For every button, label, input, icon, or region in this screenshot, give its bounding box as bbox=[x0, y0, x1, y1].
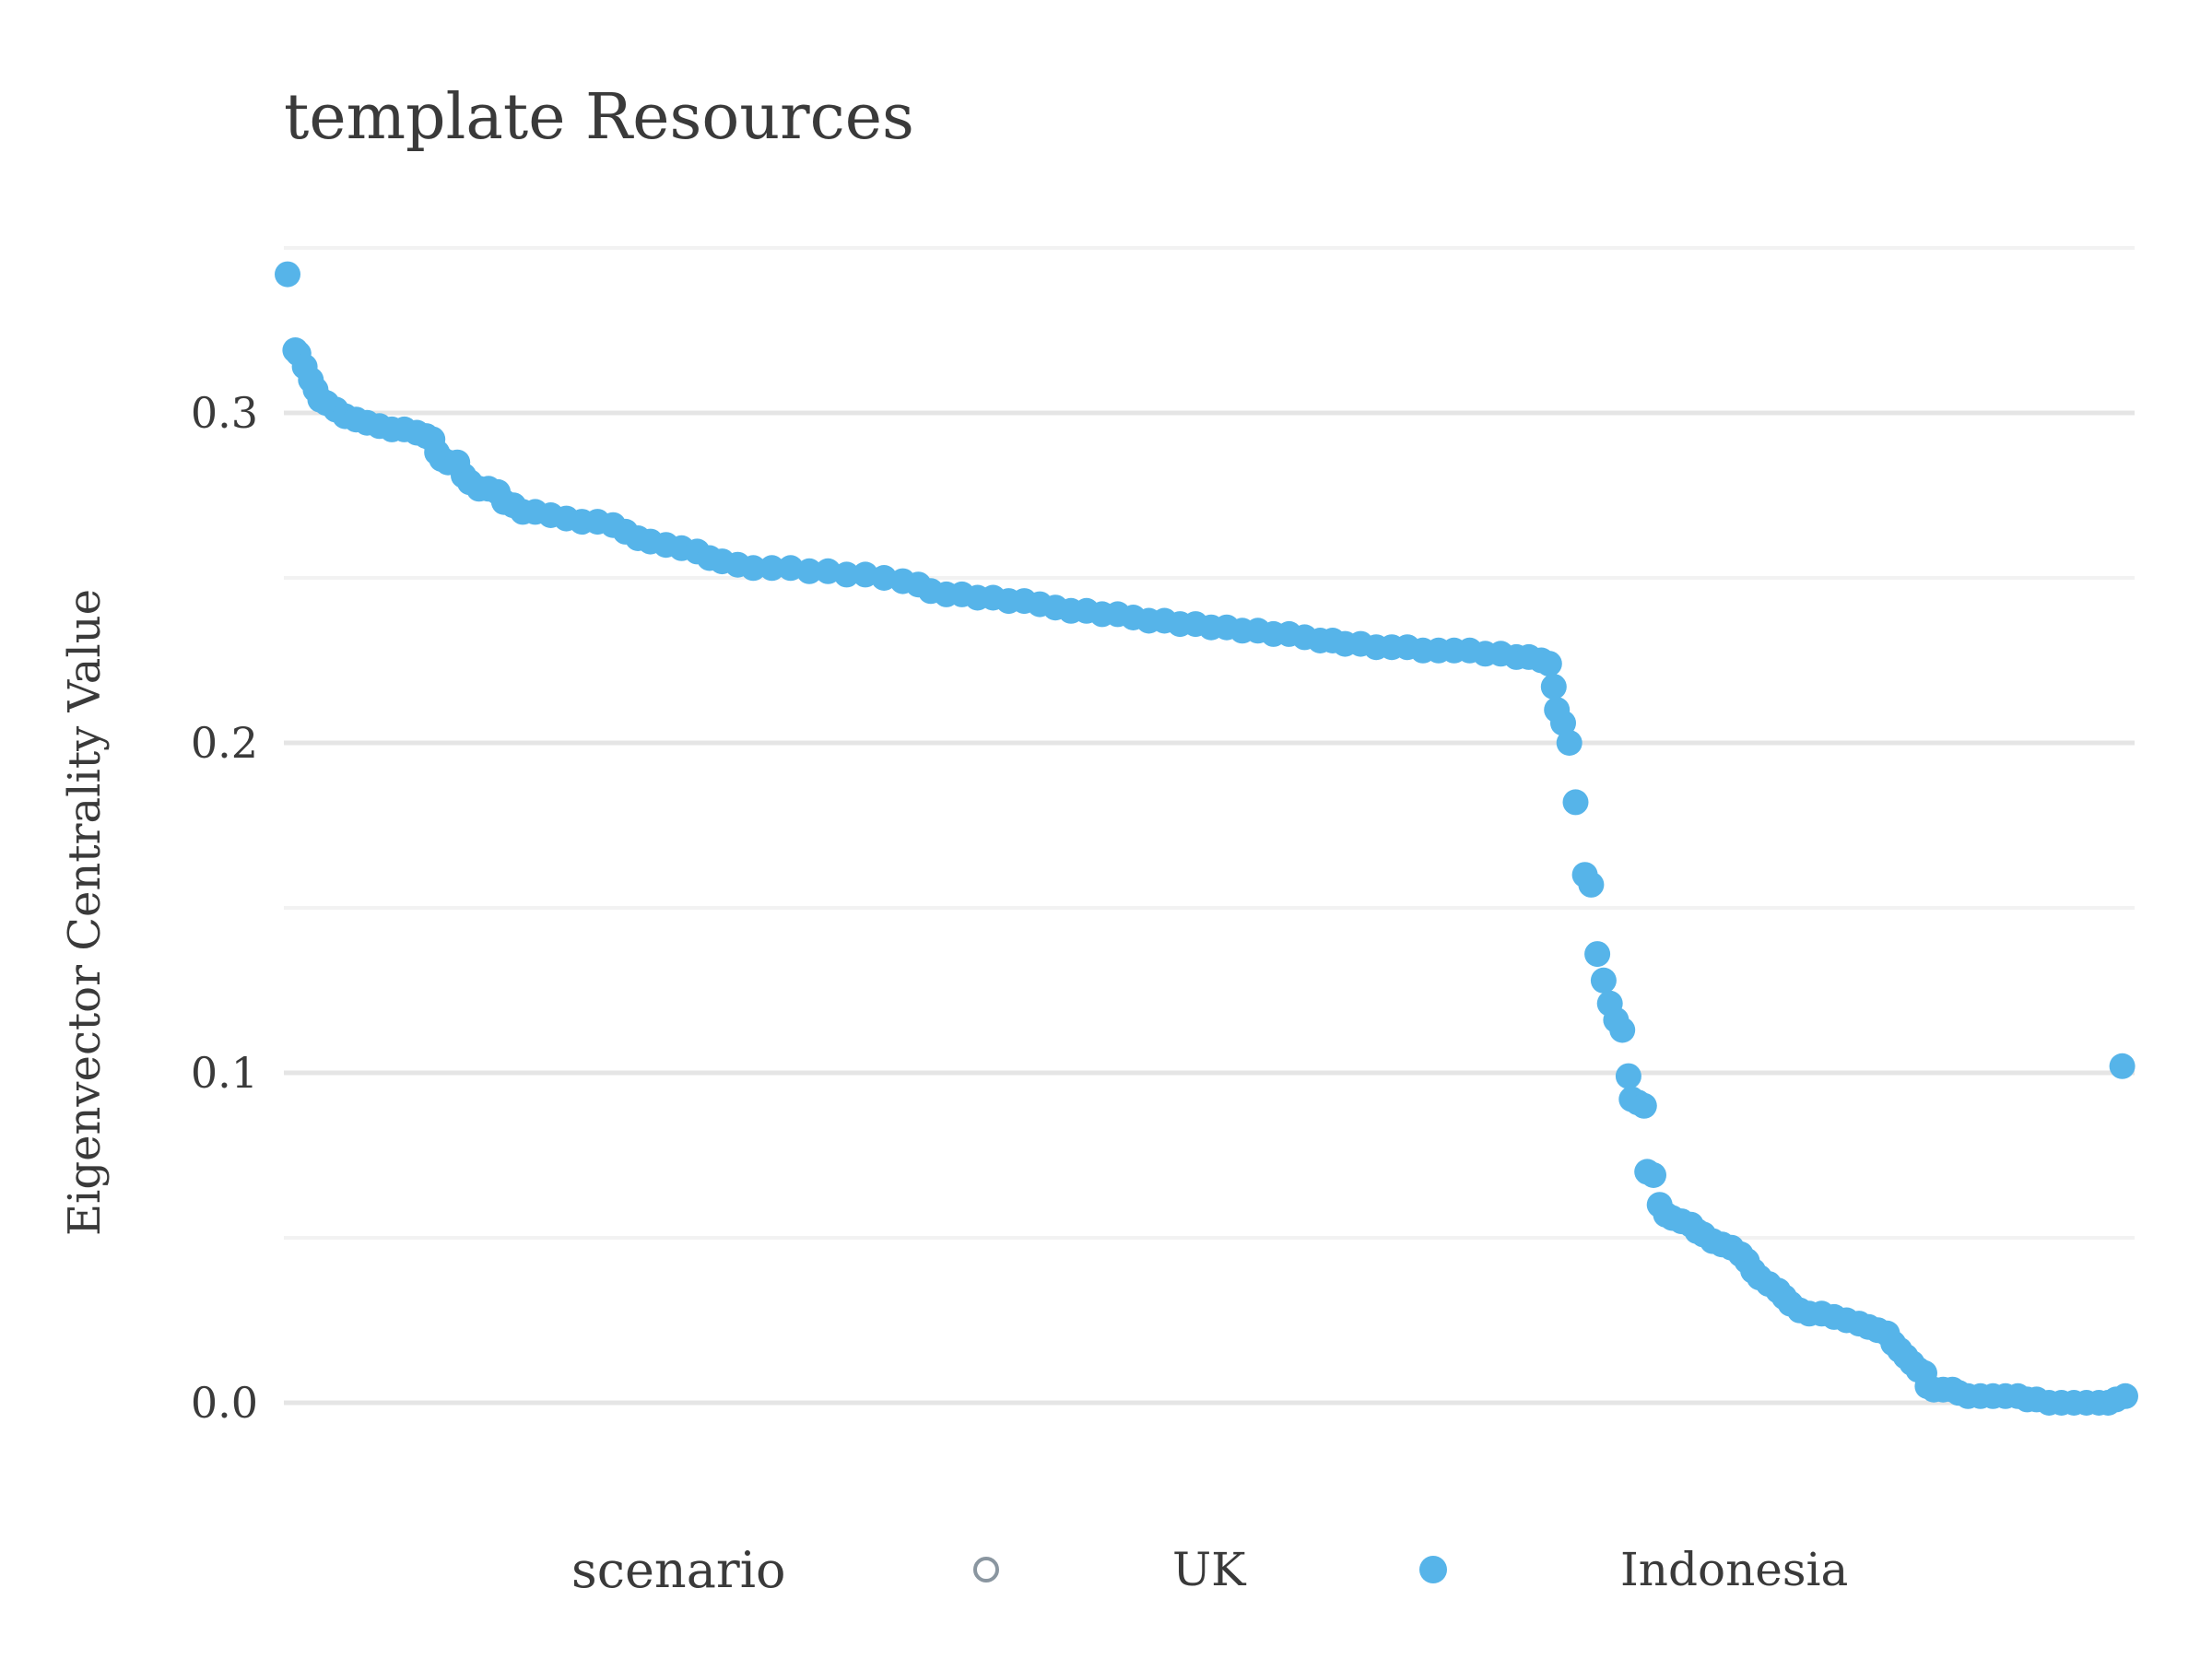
data-point bbox=[1584, 941, 1611, 968]
data-point bbox=[275, 261, 300, 288]
data-points bbox=[275, 261, 2138, 1416]
data-point bbox=[1535, 651, 1562, 677]
data-point bbox=[833, 561, 860, 588]
data-point bbox=[1556, 730, 1583, 756]
data-point bbox=[1590, 967, 1617, 994]
data-point bbox=[1615, 1063, 1641, 1089]
y-tick-label: 0.2 bbox=[191, 718, 258, 768]
y-tick-label: 0.0 bbox=[191, 1378, 258, 1428]
legend-title: scenario bbox=[571, 1541, 785, 1599]
y-tick-label: 0.1 bbox=[191, 1048, 258, 1098]
data-point bbox=[1540, 674, 1567, 700]
data-point bbox=[759, 555, 785, 582]
grid-lines bbox=[284, 246, 2135, 1406]
legend-label-uk: UK bbox=[1172, 1543, 1247, 1596]
legend-label-indonesia: Indonesia bbox=[1620, 1543, 1848, 1596]
data-point bbox=[740, 555, 767, 582]
y-tick-label: 0.3 bbox=[191, 388, 258, 438]
data-point bbox=[1578, 871, 1605, 898]
chart-title: template Resources bbox=[284, 81, 914, 154]
data-point bbox=[2109, 1053, 2136, 1079]
data-point bbox=[1562, 789, 1589, 816]
data-point bbox=[1550, 710, 1576, 736]
data-point bbox=[1630, 1092, 1657, 1119]
data-point bbox=[796, 558, 823, 584]
data-point bbox=[1609, 1017, 1636, 1043]
data-point bbox=[2112, 1382, 2138, 1409]
data-point bbox=[1641, 1162, 1666, 1188]
legend-marker-indonesia bbox=[1419, 1556, 1447, 1583]
legend-marker-uk bbox=[973, 1557, 999, 1583]
y-axis-ticks: 0.0 0.1 0.2 0.3 bbox=[191, 388, 258, 1428]
legend: scenario UK Indonesia bbox=[571, 1541, 1848, 1599]
y-axis-title: Eigenvector Centrality Value bbox=[59, 589, 111, 1236]
